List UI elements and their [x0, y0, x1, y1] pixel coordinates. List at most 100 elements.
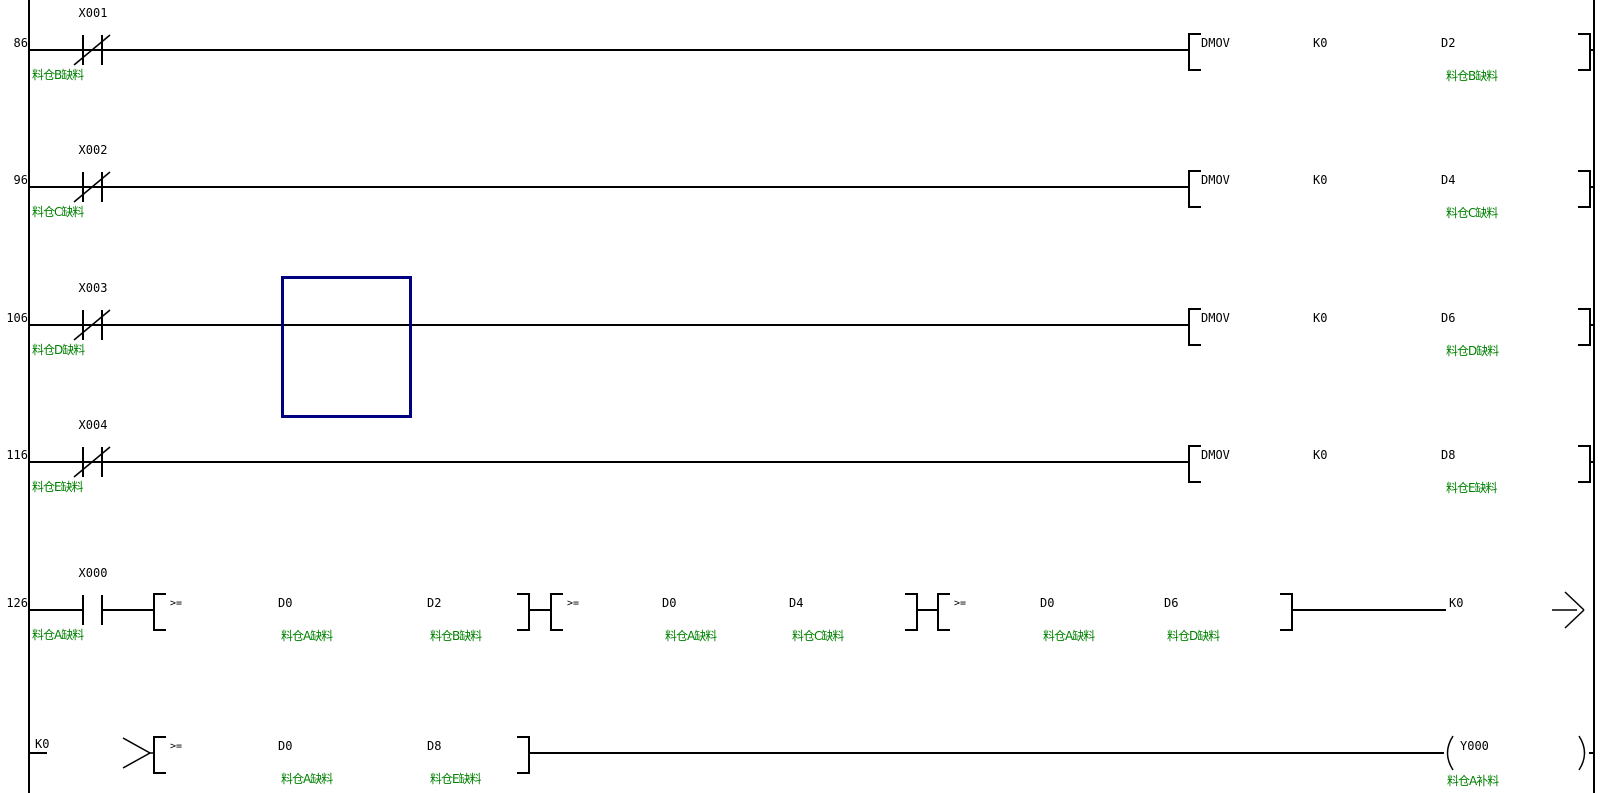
rung-wire: [916, 609, 937, 611]
rung-wire: [30, 461, 1188, 463]
operand-comment: 料仓A缺料: [281, 772, 333, 786]
rung-wire: [30, 324, 1188, 326]
left-power-rail: [28, 0, 30, 793]
rung-wire: [528, 609, 550, 611]
contact-bar: [101, 310, 103, 340]
rung-wire: [1589, 49, 1595, 51]
contact-bar: [101, 595, 103, 625]
contact-bar: [101, 172, 103, 202]
compare-close-bracket: [517, 593, 530, 631]
rung-wire: [1589, 324, 1595, 326]
rung-step-number: 126: [6, 596, 28, 610]
instruction-dest-operand[interactable]: D8: [1441, 448, 1456, 462]
operand-comment: 料仓C缺料: [1446, 206, 1498, 220]
instruction-close-bracket: [1578, 308, 1591, 346]
compare-operator[interactable]: >=: [954, 598, 967, 609]
rung-wire: [30, 609, 82, 611]
instruction-open-bracket: [1188, 308, 1201, 346]
instruction-dest-operand[interactable]: D4: [1441, 173, 1456, 187]
instruction-open-bracket: [1188, 33, 1201, 71]
rung-wire: [1589, 186, 1595, 188]
contact-bar: [101, 447, 103, 477]
selection-cursor[interactable]: [281, 276, 412, 418]
instruction-source-operand[interactable]: K0: [1313, 173, 1328, 187]
instruction-close-bracket: [1578, 170, 1591, 208]
contact-device-label[interactable]: X000: [78, 566, 108, 580]
instruction-open-bracket: [1188, 170, 1201, 208]
instruction-opcode[interactable]: DMOV: [1201, 448, 1230, 462]
wrap-continue-arrow-icon: [1552, 591, 1585, 629]
coil-right-arc: [1578, 735, 1586, 771]
operand-comment: 料仓D缺料: [1167, 629, 1220, 643]
operand-comment: 料仓C缺料: [792, 629, 844, 643]
compare-left-operand[interactable]: D0: [278, 596, 293, 610]
instruction-source-operand[interactable]: K0: [1313, 36, 1328, 50]
contact-device-label[interactable]: X003: [78, 281, 108, 295]
operand-comment: 料仓B缺料: [1446, 69, 1498, 83]
nc-slash-icon: [73, 446, 111, 478]
rung-wire: [528, 752, 1444, 754]
rung-wire: [1589, 752, 1595, 754]
compare-left-operand[interactable]: D0: [662, 596, 677, 610]
wrap-incoming-arrow-icon: [122, 737, 154, 769]
contact-comment: 料仓B缺料: [32, 68, 84, 82]
operand-comment: 料仓E缺料: [1446, 481, 1498, 495]
rung-wire: [1589, 461, 1595, 463]
instruction-close-bracket: [1578, 445, 1591, 483]
nc-slash-icon: [73, 309, 111, 341]
operand-comment: 料仓B缺料: [430, 629, 482, 643]
rung-wire: [30, 752, 47, 754]
contact-bar: [82, 310, 84, 340]
instruction-source-operand[interactable]: K0: [1313, 448, 1328, 462]
instruction-opcode[interactable]: DMOV: [1201, 173, 1230, 187]
contact-comment: 料仓D缺料: [32, 343, 85, 357]
contact-bar: [82, 447, 84, 477]
compare-close-bracket: [1280, 593, 1293, 631]
instruction-opcode[interactable]: DMOV: [1201, 311, 1230, 325]
instruction-opcode[interactable]: DMOV: [1201, 36, 1230, 50]
operand-comment: 料仓E缺料: [430, 772, 482, 786]
right-power-rail: [1593, 0, 1595, 793]
compare-close-bracket: [517, 736, 530, 774]
instruction-open-bracket: [1188, 445, 1201, 483]
compare-operator[interactable]: >=: [170, 741, 183, 752]
rung-wire: [1291, 609, 1446, 611]
compare-operator[interactable]: >=: [170, 598, 183, 609]
compare-right-operand[interactable]: D4: [789, 596, 804, 610]
rung-wire: [103, 609, 153, 611]
instruction-close-bracket: [1578, 33, 1591, 71]
contact-device-label[interactable]: X001: [78, 6, 108, 20]
operand-comment: 料仓D缺料: [1446, 344, 1499, 358]
contact-device-label[interactable]: X002: [78, 143, 108, 157]
compare-close-bracket: [905, 593, 918, 631]
contact-device-label[interactable]: X004: [78, 418, 108, 432]
compare-left-operand[interactable]: D0: [278, 739, 293, 753]
contact-bar: [82, 595, 84, 625]
compare-right-operand[interactable]: D6: [1164, 596, 1179, 610]
contact-comment: 料仓E缺料: [32, 480, 84, 494]
rung-wire: [30, 49, 1188, 51]
rung-step-number: 86: [13, 36, 28, 50]
compare-right-operand[interactable]: D2: [427, 596, 442, 610]
compare-right-operand[interactable]: D8: [427, 739, 442, 753]
nc-slash-icon: [73, 171, 111, 203]
operand-comment: 料仓A缺料: [1043, 629, 1095, 643]
instruction-dest-operand[interactable]: D2: [1441, 36, 1456, 50]
compare-open-bracket: [153, 593, 166, 631]
coil-device-label[interactable]: Y000: [1460, 739, 1489, 753]
compare-operator[interactable]: >=: [567, 598, 580, 609]
contact-bar: [82, 172, 84, 202]
rung-step-number: 96: [13, 173, 28, 187]
wrap-tail-operand[interactable]: K0: [1449, 596, 1464, 610]
rung-step-number: 106: [6, 311, 28, 325]
instruction-dest-operand[interactable]: D6: [1441, 311, 1456, 325]
compare-left-operand[interactable]: D0: [1040, 596, 1055, 610]
rung-wire: [30, 186, 1188, 188]
wrap-source-operand[interactable]: K0: [35, 737, 50, 751]
contact-bar: [82, 35, 84, 65]
rung-step-number: 116: [6, 448, 28, 462]
coil-comment: 料仓A补料: [1447, 774, 1499, 788]
instruction-source-operand[interactable]: K0: [1313, 311, 1328, 325]
contact-comment: 料仓C缺料: [32, 205, 84, 219]
